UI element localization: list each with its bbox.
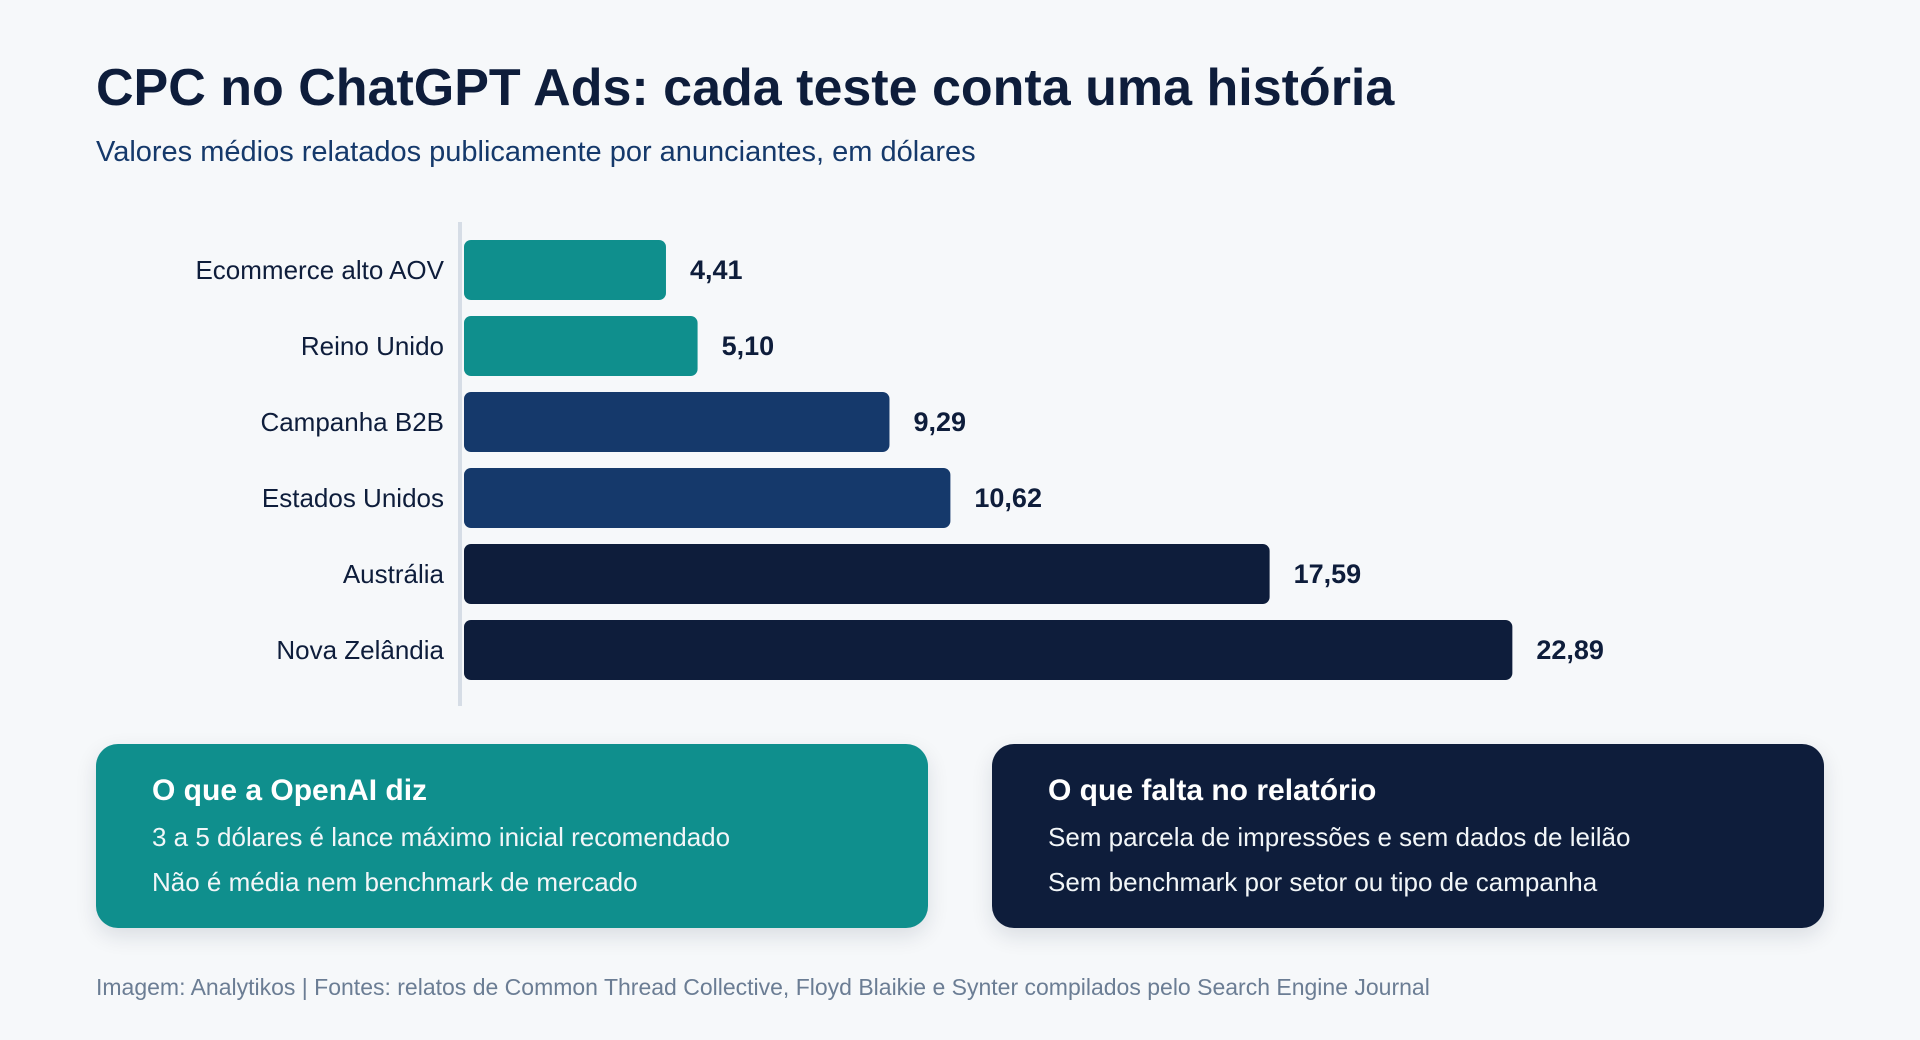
card-title: O que a OpenAI diz: [152, 774, 428, 807]
bar-chart: Ecommerce alto AOV 4,41 Reino Unido 5,10 Cam…: [195, 222, 1604, 706]
category-label: Campanha B2B: [260, 407, 444, 437]
card-line: 3 a 5 dólares é lance máximo inicial rec…: [152, 822, 731, 852]
category-label: Austrália: [343, 559, 445, 589]
card-line: Sem parcela de impressões e sem dados de…: [1048, 822, 1631, 852]
card-line: Não é média nem benchmark de mercado: [152, 867, 638, 897]
category-label: Estados Unidos: [262, 483, 444, 513]
bar: [464, 468, 951, 528]
value-label: 22,89: [1536, 635, 1604, 665]
value-label: 17,59: [1294, 559, 1362, 589]
value-label: 10,62: [974, 483, 1042, 513]
value-label: 4,41: [690, 255, 743, 285]
bar: [464, 240, 666, 300]
missing-info-card: O que falta no relatório Sem parcela de …: [992, 744, 1824, 928]
chart-title: CPC no ChatGPT Ads: cada teste conta uma…: [96, 59, 1395, 117]
value-label: 9,29: [913, 407, 966, 437]
category-label: Reino Unido: [301, 331, 444, 361]
category-label: Nova Zelândia: [276, 635, 444, 665]
value-label: 5,10: [722, 331, 775, 361]
chart-subtitle: Valores médios relatados publicamente po…: [96, 136, 976, 168]
category-label: Ecommerce alto AOV: [195, 255, 444, 285]
openai-info-card: O que a OpenAI diz 3 a 5 dólares é lance…: [96, 744, 928, 928]
bar: [464, 316, 698, 376]
bar: [464, 620, 1513, 680]
card-line: Sem benchmark por setor ou tipo de campa…: [1048, 867, 1598, 897]
card-title: O que falta no relatório: [1048, 774, 1377, 807]
bar: [464, 544, 1270, 604]
source-footer: Imagem: Analytikos | Fontes: relatos de …: [96, 974, 1430, 1000]
bar: [464, 392, 890, 452]
